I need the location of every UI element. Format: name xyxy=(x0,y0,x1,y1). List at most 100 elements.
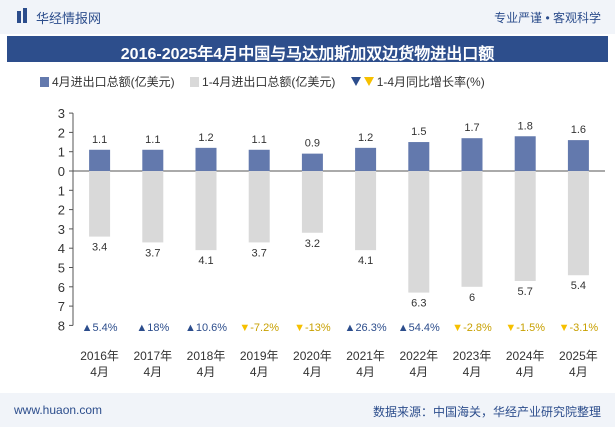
growth-label-5: ▼-13% xyxy=(294,322,331,334)
growth-down-triangle-icon: ▼ xyxy=(452,322,463,334)
growth-down-triangle-icon: ▼ xyxy=(505,322,516,334)
data-label-cumulative-7: 6.3 xyxy=(411,298,426,310)
x-tick-label-year-9: 2024年 xyxy=(506,349,545,363)
y-tick-label: 4 xyxy=(58,241,65,256)
growth-value: 26.3% xyxy=(355,322,386,334)
data-label-cumulative-5: 3.2 xyxy=(305,238,320,250)
x-tick-label-month-2: 4月 xyxy=(143,365,162,379)
x-tick-label-year-6: 2021年 xyxy=(346,349,385,363)
growth-value: -3.1% xyxy=(569,322,598,334)
data-label-cumulative-3: 4.1 xyxy=(198,255,213,267)
legend-label-monthly: 4月进出口总额(亿美元) xyxy=(52,75,175,89)
growth-label-6: ▲26.3% xyxy=(345,322,387,334)
x-tick-label-month-3: 4月 xyxy=(197,365,216,379)
growth-label-1: ▲5.4% xyxy=(82,322,118,334)
growth-down-triangle-icon: ▼ xyxy=(239,322,250,334)
legend-swatch-monthly xyxy=(40,76,49,87)
bar-cumulative-3 xyxy=(195,171,217,251)
data-label-monthly-7: 1.5 xyxy=(411,126,426,138)
y-tick-label: 1 xyxy=(58,145,65,160)
growth-label-9: ▼-1.5% xyxy=(505,322,545,334)
x-tick-label-year-1: 2016年 xyxy=(80,349,119,363)
growth-up-triangle-icon: ▲ xyxy=(136,322,147,334)
y-tick-label: 6 xyxy=(58,280,65,295)
x-tick-label-year-4: 2019年 xyxy=(240,349,279,363)
x-tick-label-month-10: 4月 xyxy=(569,365,588,379)
x-tick-label-month-5: 4月 xyxy=(303,365,322,379)
growth-label-8: ▼-2.8% xyxy=(452,322,492,334)
bar-cumulative-2 xyxy=(142,171,164,243)
data-label-cumulative-1: 3.4 xyxy=(92,242,107,254)
bar-cumulative-7 xyxy=(408,171,430,293)
growth-value: 10.6% xyxy=(196,322,227,334)
y-tick-label: 8 xyxy=(58,318,65,333)
bar-monthly-5 xyxy=(301,153,323,171)
legend: 4月进出口总额(亿美元) 1-4月进出口总额(亿美元) 1-4月同比增长率(%) xyxy=(40,73,497,90)
data-label-monthly-8: 1.7 xyxy=(464,122,479,134)
y-tick-label: 1 xyxy=(58,183,65,198)
legend-item-growth: 1-4月同比增长率(%) xyxy=(350,73,485,90)
website-url: www.huaon.com xyxy=(14,403,103,417)
data-label-cumulative-8: 6 xyxy=(469,292,475,304)
growth-down-triangle-icon: ▼ xyxy=(559,322,570,334)
top-banner: 华经情报网 专业严谨 • 客观科学 xyxy=(0,0,615,34)
x-tick-label-month-1: 4月 xyxy=(90,365,109,379)
y-tick-label: 0 xyxy=(58,164,65,179)
bar-monthly-1 xyxy=(89,149,111,171)
growth-value: 18% xyxy=(147,322,169,334)
data-label-monthly-2: 1.1 xyxy=(145,134,160,146)
bar-monthly-2 xyxy=(142,149,164,171)
y-tick-label: 2 xyxy=(58,203,65,218)
legend-swatch-cumulative xyxy=(190,76,200,87)
x-tick-label-year-10: 2025年 xyxy=(559,349,598,363)
growth-up-triangle-icon: ▲ xyxy=(345,322,356,334)
y-tick-label: 5 xyxy=(58,261,65,276)
bar-cumulative-5 xyxy=(301,171,323,233)
bar-monthly-7 xyxy=(408,142,430,171)
bar-cumulative-4 xyxy=(248,171,270,243)
legend-down-triangle-icon xyxy=(363,77,374,86)
legend-label-cumulative: 1-4月进出口总额(亿美元) xyxy=(202,75,336,89)
legend-item-monthly: 4月进出口总额(亿美元) xyxy=(40,73,175,90)
x-tick-label-year-8: 2023年 xyxy=(453,349,492,363)
slogan: 专业严谨 • 客观科学 xyxy=(494,11,601,25)
data-label-monthly-1: 1.1 xyxy=(92,134,107,146)
footer: www.huaon.com 数据来源：中国海关，华经产业研究院整理 xyxy=(0,393,615,427)
logo-icon xyxy=(17,11,21,23)
brand-name: 华经情报网 xyxy=(36,11,102,26)
growth-value: -1.5% xyxy=(516,322,545,334)
bar-monthly-9 xyxy=(514,136,536,171)
x-tick-label-year-3: 2018年 xyxy=(187,349,226,363)
data-label-cumulative-10: 5.4 xyxy=(571,280,586,292)
data-label-monthly-10: 1.6 xyxy=(571,124,586,136)
growth-label-10: ▼-3.1% xyxy=(559,322,599,334)
growth-value: 54.4% xyxy=(409,322,440,334)
bar-monthly-3 xyxy=(195,147,217,171)
legend-label-growth: 1-4月同比增长率(%) xyxy=(376,75,485,89)
x-tick-label-year-5: 2020年 xyxy=(293,349,332,363)
data-label-cumulative-2: 3.7 xyxy=(145,247,160,259)
y-tick-label: 3 xyxy=(58,106,65,121)
data-label-cumulative-9: 5.7 xyxy=(518,286,533,298)
chart-title: 2016-2025年4月中国与马达加斯加双边货物进出口额 xyxy=(120,46,495,63)
growth-up-triangle-icon: ▲ xyxy=(185,322,196,334)
growth-label-2: ▲18% xyxy=(136,322,169,334)
data-label-monthly-9: 1.8 xyxy=(518,120,533,132)
x-tick-label-year-7: 2022年 xyxy=(399,349,438,363)
x-tick-label-month-9: 4月 xyxy=(516,365,535,379)
title-bar: 2016-2025年4月中国与马达加斯加双边货物进出口额 xyxy=(7,36,608,63)
bar-cumulative-1 xyxy=(89,171,111,237)
bar-cumulative-6 xyxy=(355,171,377,251)
bar-monthly-4 xyxy=(248,149,270,171)
x-tick-label-year-2: 2017年 xyxy=(133,349,172,363)
data-label-cumulative-6: 4.1 xyxy=(358,255,373,267)
growth-up-triangle-icon: ▲ xyxy=(82,322,93,334)
growth-up-triangle-icon: ▲ xyxy=(398,322,409,334)
growth-label-4: ▼-7.2% xyxy=(239,322,279,334)
bar-cumulative-10 xyxy=(567,171,589,276)
x-tick-label-month-7: 4月 xyxy=(409,365,428,379)
growth-down-triangle-icon: ▼ xyxy=(294,322,305,334)
x-tick-label-month-8: 4月 xyxy=(463,365,482,379)
x-tick-label-month-6: 4月 xyxy=(356,365,375,379)
data-label-monthly-3: 1.2 xyxy=(198,132,213,144)
